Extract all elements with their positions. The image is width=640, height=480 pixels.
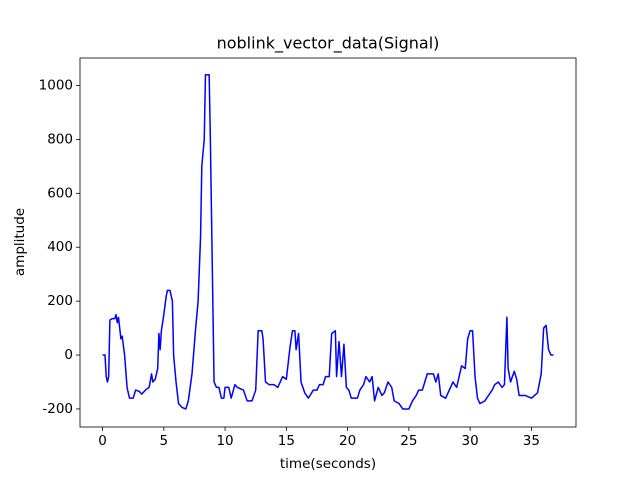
y-tick-label: 800 (47, 131, 73, 147)
x-tick-label: 5 (160, 433, 169, 449)
x-tick-label: 0 (98, 433, 107, 449)
x-tick-label: 10 (216, 433, 233, 449)
signal-line (102, 73, 554, 410)
chart-title: noblink_vector_data(Signal) (217, 34, 440, 54)
x-tick-label: 30 (462, 433, 479, 449)
y-tick-label: 1000 (39, 77, 73, 93)
y-tick-label: 400 (47, 239, 73, 255)
y-tick-label: 600 (47, 185, 73, 201)
x-tick-label: 20 (339, 433, 356, 449)
x-tick-label: 15 (278, 433, 295, 449)
x-tick-label: 35 (523, 433, 540, 449)
plot-frame (79, 57, 577, 428)
x-axis-label: time(seconds) (280, 456, 376, 472)
y-tick-label: -200 (42, 401, 73, 417)
x-tick-label: 25 (400, 433, 417, 449)
y-axis-label: amplitude (12, 208, 28, 276)
y-tick-label: 0 (64, 347, 73, 363)
y-tick-label: 200 (47, 293, 73, 309)
